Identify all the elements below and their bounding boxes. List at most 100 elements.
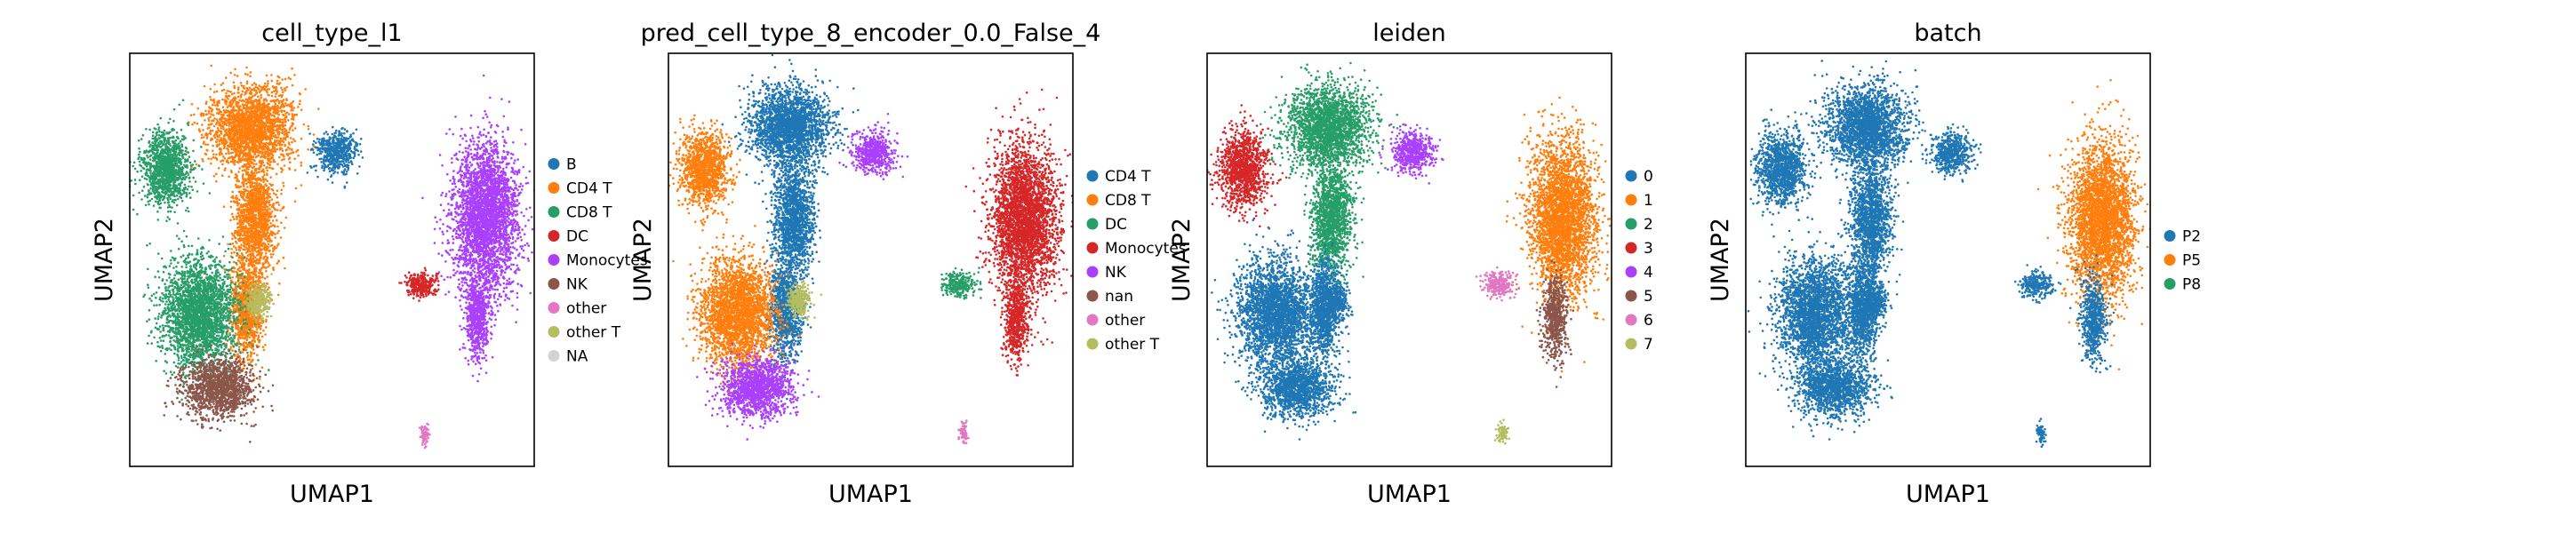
scatter-point [277,260,280,263]
scatter-point [284,267,286,270]
scatter-point [281,110,284,113]
scatter-point [256,242,259,244]
scatter-point [273,203,276,205]
scatter-point [240,227,243,229]
scatter-point [213,117,216,120]
scatter-point [216,108,219,111]
scatter-point [250,131,252,134]
scatter-point [258,122,260,124]
scatter-point [233,97,236,99]
scatter-point [221,174,224,177]
scatter-point [278,156,281,159]
scatter-point [244,245,246,248]
scatter-point [260,108,262,111]
scatter-point [285,217,288,219]
scatter-point [276,83,279,85]
scatter-point [263,134,266,137]
scatter-point [228,114,231,116]
scatter-point [244,295,247,298]
scatter-point [210,99,212,101]
scatter-point [245,137,248,139]
scatter-point [269,139,272,141]
scatter-point [289,127,292,130]
scatter-point [292,138,295,140]
scatter-point [220,131,223,133]
scatter-point [276,148,279,151]
scatter-point [266,248,268,251]
scatter-point [236,249,238,251]
scatter-point [235,119,237,122]
scatter-point [239,192,242,195]
scatter-point [285,86,288,89]
scatter-point [273,159,276,162]
scatter-point [237,171,240,173]
scatter-point [252,348,255,351]
scatter-point [220,127,223,130]
scatter-point [236,146,239,148]
scatter-point [237,89,240,91]
scatter-point [284,102,287,105]
scatter-point [282,154,284,156]
scatter-point [232,113,235,115]
scatter-point [227,90,229,92]
scatter-point [258,88,260,91]
scatter-point [236,204,239,207]
scatter-point [201,168,204,171]
scatter-point [275,150,277,153]
scatter-point [261,274,264,276]
scatter-point [281,124,284,127]
scatter-point [266,238,268,241]
scatter-point [276,163,279,166]
scatter-point [253,143,256,146]
scatter-point [272,253,275,256]
scatter-point [244,123,246,126]
scatter-point [230,252,233,255]
scatter-point [236,186,238,188]
scatter-point [234,146,236,148]
scatter-point [280,193,283,195]
scatter-point [278,131,281,134]
scatter-point [238,167,241,170]
scatter-point [267,121,269,123]
scatter-point [236,142,239,145]
scatter-point [256,187,259,189]
scatter-point [263,99,266,101]
scatter-point [248,275,251,278]
scatter-point [230,170,233,172]
scatter-point [304,88,307,91]
scatter-point [244,158,247,161]
scatter-point [273,192,276,195]
scatter-point [236,218,238,220]
scatter-point [213,91,216,93]
scatter-point [275,194,277,196]
scatter-point [261,336,264,338]
scatter-point [207,117,210,120]
scatter-point [267,162,269,164]
scatter-point [185,210,188,212]
scatter-point [190,114,193,116]
scatter-point [233,130,236,132]
scatter-point [238,260,241,263]
scatter-point [217,127,220,130]
scatter-point [223,138,226,140]
scatter-point [244,237,246,240]
scatter-point [236,271,238,274]
scatter-point [242,155,244,158]
scatter-point [238,207,241,210]
scatter-point [257,96,260,99]
scatter-point [267,128,269,131]
scatter-point [241,297,244,299]
scatter-point [234,126,236,129]
scatter-point [266,75,268,77]
scatter-point [243,192,245,195]
scatter-point [249,149,252,152]
scatter-point [243,367,245,370]
scatter-point [248,263,251,266]
scatter-point [157,219,160,221]
scatter-point [230,91,233,93]
scatter-point [267,154,269,156]
scatter-point [244,126,246,129]
scatter-point [252,104,255,107]
scatter-point [246,356,249,359]
scatter-point [237,125,240,128]
